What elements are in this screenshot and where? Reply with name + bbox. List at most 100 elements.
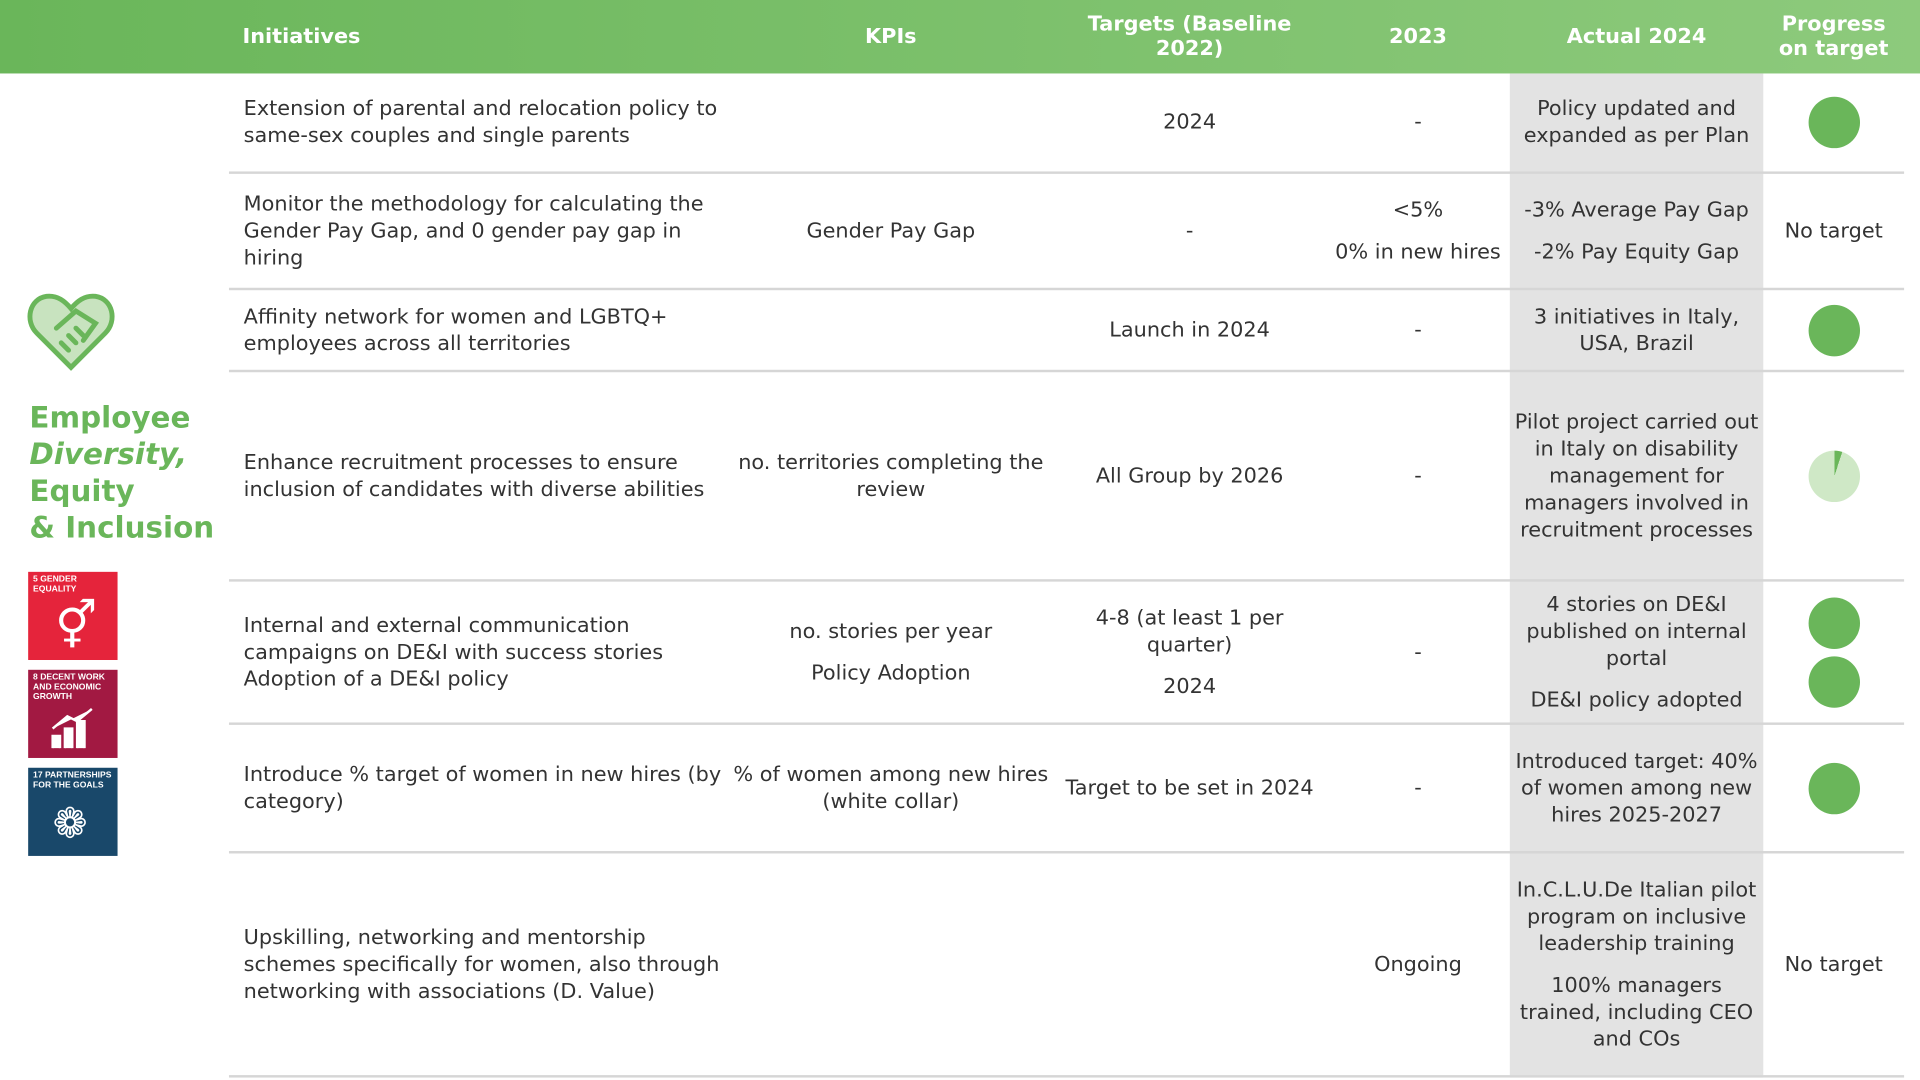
progress-cell	[1763, 725, 1904, 851]
actual-2024-cell: 3 initiatives in Italy, USA, Brazil	[1510, 290, 1763, 370]
cell-text: -3% Average Pay Gap	[1524, 197, 1749, 223]
header-progress: Progress on target	[1778, 12, 1889, 62]
section-panel: Employee Diversity, Equity & Inclusion 5…	[0, 73, 229, 1080]
title-line: Equity	[29, 473, 135, 509]
cell-text: All Group by 2026	[1095, 463, 1284, 488]
cell-text: Target to be set in 2024	[1065, 775, 1314, 801]
actual-2024-cell: 4 stories on DE&I published on internal …	[1510, 582, 1763, 723]
year-2023-cell: -	[1326, 582, 1510, 723]
year-2023-cell: -	[1326, 73, 1510, 171]
kpi-cell: no. stories per year Policy Adoption	[729, 582, 1053, 723]
cell-text: 0% in new hires	[1335, 239, 1501, 264]
cell-text: -	[1414, 463, 1422, 488]
cell-text: % of women among new hires (white collar…	[733, 762, 1049, 814]
target-cell: 4-8 (at least 1 per quarter) 2024	[1053, 582, 1326, 723]
kpi-cell	[729, 853, 1053, 1075]
cell-text: Introduced target: 40% of women among ne…	[1515, 748, 1758, 828]
initiative-cell: Affinity network for women and LGBTQ+ em…	[244, 290, 722, 370]
progress-complete-icon	[1807, 96, 1860, 149]
table-row: Extension of parental and relocation pol…	[228, 73, 1905, 174]
header-targets: Targets (Baseline 2022)	[1087, 12, 1292, 62]
kpi-cell: no. territories completing the review	[729, 372, 1053, 579]
actual-2024-cell: -3% Average Pay Gap -2% Pay Equity Gap	[1510, 174, 1763, 288]
table-row: Monitor the methodology for calculating …	[228, 174, 1905, 291]
cell-text: 100% managers trained, including CEO and…	[1519, 972, 1754, 1052]
cell-text: 2024	[1163, 674, 1217, 699]
progress-complete-icon	[1807, 762, 1860, 814]
initiative-cell: Introduce % target of women in new hires…	[244, 725, 722, 851]
table-header: Initiatives KPIs Targets (Baseline 2022)…	[0, 0, 1920, 74]
cell-text: Upskilling, networking and mentorship sc…	[243, 925, 720, 1004]
target-cell: Target to be set in 2024	[1053, 725, 1326, 851]
cell-text: no. stories per year	[789, 618, 993, 644]
header-kpis: KPIs	[865, 24, 917, 49]
cell-text: -	[1414, 317, 1422, 343]
table-row: Enhance recruitment processes to ensure …	[228, 372, 1905, 582]
actual-2024-cell: In.C.L.U.De Italian pilot program on inc…	[1510, 853, 1763, 1075]
table-row: Upskilling, networking and mentorship sc…	[228, 853, 1905, 1078]
cell-text: 4-8 (at least 1 per quarter)	[1095, 605, 1284, 657]
cell-text: DE&I policy adopted	[1530, 687, 1743, 713]
cell-text: 4 stories on DE&I published on internal …	[1526, 592, 1747, 671]
year-2023-cell: -	[1326, 372, 1510, 579]
sdg-label: 8 Decent Work and Economic Growth	[33, 673, 105, 702]
target-cell: Launch in 2024	[1053, 290, 1326, 370]
initiative-cell: Upskilling, networking and mentorship sc…	[244, 853, 722, 1075]
cell-text: In.C.L.U.De Italian pilot program on inc…	[1516, 877, 1757, 956]
target-cell: All Group by 2026	[1053, 372, 1326, 579]
cell-text: 3 initiatives in Italy, USA, Brazil	[1533, 304, 1740, 356]
initiative-cell: Extension of parental and relocation pol…	[244, 73, 722, 171]
header-2023: 2023	[1388, 24, 1447, 49]
cell-text: Enhance recruitment processes to ensure …	[243, 450, 705, 502]
initiative-cell: Monitor the methodology for calculating …	[244, 174, 722, 288]
kpi-cell: Gender Pay Gap	[729, 174, 1053, 288]
heart-handshake-icon	[27, 293, 115, 371]
actual-2024-cell: Introduced target: 40% of women among ne…	[1510, 725, 1763, 851]
cell-text: Monitor the methodology for calculating …	[243, 191, 704, 271]
table-row: Introduce % target of women in new hires…	[228, 725, 1905, 854]
cell-text: Extension of parental and relocation pol…	[243, 96, 718, 149]
title-line: Employee	[29, 400, 191, 435]
progress-cell	[1763, 73, 1904, 171]
year-2023-cell: -	[1326, 290, 1510, 370]
cell-text: Policy updated and expanded as per Plan	[1523, 96, 1750, 149]
actual-2024-cell: Pilot project carried out in Italy on di…	[1510, 372, 1763, 579]
sdg5-gender-equality-icon: 5 Gender Equality ⚥	[28, 571, 118, 661]
header-actual-2024: Actual 2024	[1566, 24, 1707, 49]
initiative-cell: Internal and external communication camp…	[244, 582, 722, 723]
cell-text: -	[1185, 218, 1194, 244]
table-row: Internal and external communication camp…	[228, 582, 1905, 725]
cell-text: Internal and external communication camp…	[243, 612, 664, 692]
year-2023-cell: Ongoing	[1326, 853, 1510, 1075]
kpi-cell: % of women among new hires (white collar…	[729, 725, 1053, 851]
year-2023-cell: -	[1326, 725, 1510, 851]
actual-2024-cell: Policy updated and expanded as per Plan	[1510, 73, 1763, 171]
progress-cell: No target	[1763, 174, 1904, 288]
cell-text: <5%	[1392, 197, 1444, 223]
section-title: Employee Diversity, Equity & Inclusion	[29, 399, 214, 546]
flower-symbol: ❁	[52, 799, 88, 849]
sdg-label: 17 Partnerships for the Goals	[33, 771, 112, 790]
target-cell: -	[1053, 174, 1326, 288]
header-initiatives: Initiatives	[242, 24, 361, 49]
cell-text: Affinity network for women and LGBTQ+ em…	[243, 304, 668, 356]
initiative-cell: Enhance recruitment processes to ensure …	[244, 372, 722, 579]
target-cell: 2024	[1053, 73, 1326, 171]
cell-text: Launch in 2024	[1109, 317, 1270, 343]
cell-text: -	[1414, 110, 1422, 135]
progress-cell	[1763, 582, 1904, 723]
progress-partial-icon	[1807, 450, 1860, 502]
progress-text: No target	[1784, 218, 1883, 244]
cell-text: Gender Pay Gap	[806, 218, 976, 244]
cell-text: no. territories completing the review	[738, 450, 1044, 502]
actual-column-background	[1509, 73, 1764, 1078]
sdg-label: 5 Gender Equality	[33, 575, 77, 594]
kpi-cell	[729, 73, 1053, 171]
progress-complete-icon	[1807, 304, 1860, 356]
cell-text: -	[1414, 775, 1422, 801]
progress-text: No target	[1784, 952, 1883, 977]
progress-cell	[1763, 290, 1904, 370]
title-line: & Inclusion	[29, 510, 215, 545]
sdg17-partnerships-icon: 17 Partnerships for the Goals ❁	[28, 767, 118, 856]
